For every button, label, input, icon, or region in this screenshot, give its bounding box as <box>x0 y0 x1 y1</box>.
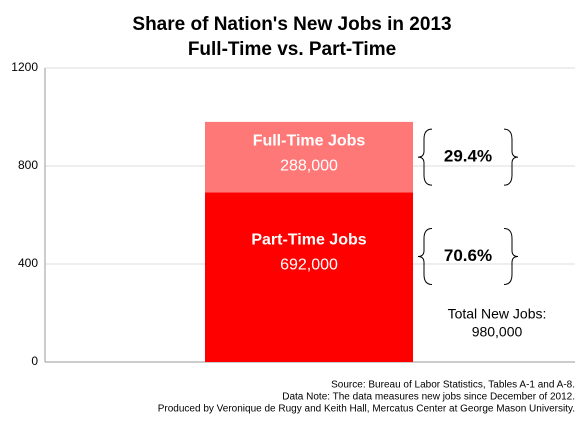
brace <box>503 227 519 285</box>
share-label: 29.4% <box>444 147 492 166</box>
chart-subtitle: Full-Time vs. Part-Time <box>188 39 396 60</box>
annotation: 980,000 <box>472 324 523 340</box>
source-note: Source: Bureau of Labor Statistics, Tabl… <box>331 380 575 391</box>
annotation: Total New Jobs: <box>448 306 547 322</box>
bar-segment <box>205 121 413 193</box>
y-tick-label: 400 <box>18 256 38 270</box>
y-tick-label: 800 <box>18 158 38 172</box>
y-tick-label: 1200 <box>11 60 38 74</box>
chart-title: Share of Nation's New Jobs in 2013 <box>132 14 451 35</box>
y-tick-label: 0 <box>31 354 38 368</box>
segment-name: Part-Time Jobs <box>251 232 366 249</box>
brace <box>417 227 433 285</box>
segment-name: Full-Time Jobs <box>253 132 366 149</box>
data-label: 692,000 <box>280 257 338 274</box>
share-label: 70.6% <box>444 246 492 265</box>
source-note: Data Note: The data measures new jobs si… <box>282 392 575 403</box>
data-label: 288,000 <box>280 157 338 174</box>
brace <box>417 128 433 186</box>
brace <box>503 128 519 186</box>
bar-segment <box>205 192 413 362</box>
source-note: Produced by Veronique de Rugy and Keith … <box>158 404 575 415</box>
